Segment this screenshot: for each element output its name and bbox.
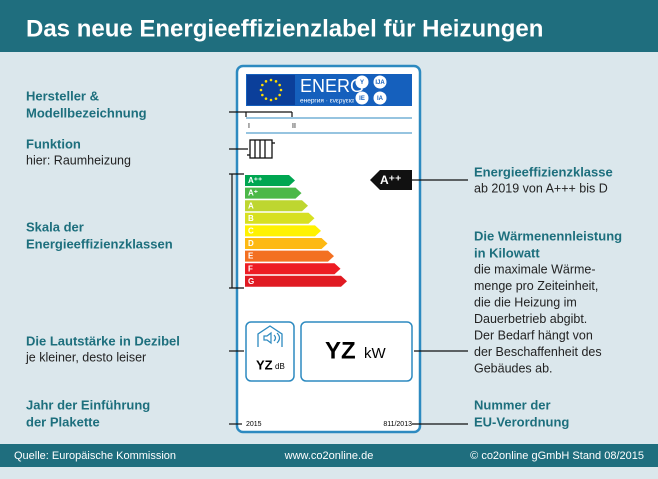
leader-lines	[229, 111, 468, 425]
mark-1: I	[248, 123, 250, 130]
power-unit: kW	[364, 345, 387, 362]
scale-class: C	[248, 227, 254, 236]
annotation-text: der Beschaffenheit des	[474, 345, 602, 359]
scale-class: D	[248, 239, 254, 248]
star	[264, 80, 268, 83]
annotation-text: hier: Raumheizung	[26, 153, 131, 167]
star	[279, 88, 283, 92]
star	[274, 97, 278, 100]
copyright: © co2online gGmbH Stand 08/2015	[470, 450, 644, 462]
language: Y	[360, 80, 364, 86]
annotation-text: die maximale Wärme-	[474, 262, 596, 276]
star	[261, 93, 264, 97]
scale-arrow	[245, 250, 334, 262]
scale-arrow	[245, 212, 315, 224]
scale-class: A⁺	[248, 189, 258, 198]
regulation: 811/2013	[383, 421, 412, 428]
scale-arrow	[245, 238, 328, 249]
class-text: A⁺⁺	[380, 173, 401, 187]
language: IA	[377, 96, 384, 102]
noise-value: YZ	[256, 357, 273, 372]
power-value: YZ	[325, 337, 356, 364]
annotation-title: EU-Verordnung	[474, 414, 569, 429]
speaker-icon	[263, 331, 281, 345]
scale-class: A	[248, 201, 254, 210]
star	[261, 83, 264, 87]
noise-unit: dB	[275, 362, 285, 371]
url: www.co2online.de	[284, 450, 374, 462]
annotation-title: Energieeffizienzklasse	[474, 164, 613, 179]
star	[278, 83, 281, 87]
annotation-title: in Kilowatt	[474, 245, 540, 260]
annotation-title: Nummer der	[474, 397, 551, 412]
annotation-title: Skala der	[26, 219, 84, 234]
scale-arrow	[245, 275, 347, 287]
annotation-text: Der Bedarf hängt von	[474, 328, 593, 342]
annotation-title: Jahr der Einführung	[26, 397, 150, 412]
language-circle	[355, 75, 369, 89]
eu-stars	[259, 78, 283, 102]
language-circle	[355, 91, 369, 105]
annotation-title: Die Lautstärke in Dezibel	[26, 333, 180, 348]
annotation-text: ab 2019 von A+++ bis D	[474, 181, 608, 195]
scale-arrow	[245, 200, 308, 212]
language: IE	[359, 96, 365, 102]
annotation-text: je kleiner, desto leiser	[25, 350, 146, 364]
scale-arrow	[245, 187, 302, 199]
header-bar	[0, 0, 658, 52]
annotation-text: Dauerbetrieb abgibt.	[474, 312, 587, 326]
star	[264, 97, 268, 100]
year: 2015	[246, 421, 262, 428]
annotation-title: Energieeffizienzklassen	[26, 236, 173, 251]
star	[274, 80, 278, 83]
scale-class: F	[248, 264, 253, 273]
language-circle	[373, 91, 387, 105]
star	[269, 98, 273, 102]
language-circle	[373, 75, 387, 89]
annotation-title: Funktion	[26, 136, 81, 151]
scale-class: A⁺⁺	[248, 176, 262, 185]
languages: Y IJA IE IA	[355, 75, 387, 105]
star	[259, 88, 263, 92]
annotation-text: menge pro Zeiteinheit,	[474, 279, 598, 293]
energ-sub: енергия · ενεργεια	[300, 98, 354, 105]
radiator-icon	[247, 139, 275, 159]
scale-class: B	[248, 214, 254, 223]
energ: ENERG	[300, 76, 364, 96]
annotation-title: Hersteller &	[26, 88, 99, 103]
annotations: Hersteller & Modellbezeichnung Funktion hie…	[25, 88, 622, 429]
class-indicator	[370, 170, 412, 190]
annotation-title: Die Wärmenennleistung	[474, 228, 622, 243]
scale-arrow	[245, 175, 295, 186]
title: Das neue Energieeffizienzlabel für Heizu…	[26, 15, 543, 42]
scale-class: E	[248, 252, 254, 261]
power-box	[300, 321, 413, 382]
annotation-title: Modellbezeichnung	[26, 105, 147, 120]
language: IJA	[375, 80, 385, 86]
annotation-title: der Plakette	[26, 414, 100, 429]
annotation-text: Gebäudes ab.	[474, 361, 553, 375]
mark-2: II	[292, 123, 296, 130]
source: Quelle: Europäische Kommission	[14, 450, 176, 462]
star	[278, 93, 281, 97]
scale-arrow	[245, 263, 341, 275]
annotation-text: die die Heizung im	[474, 295, 577, 309]
star	[269, 78, 273, 82]
scale-arrow	[245, 225, 321, 237]
footer-bar	[0, 444, 658, 467]
scale-class: G	[248, 277, 254, 286]
house-icon	[257, 325, 283, 347]
